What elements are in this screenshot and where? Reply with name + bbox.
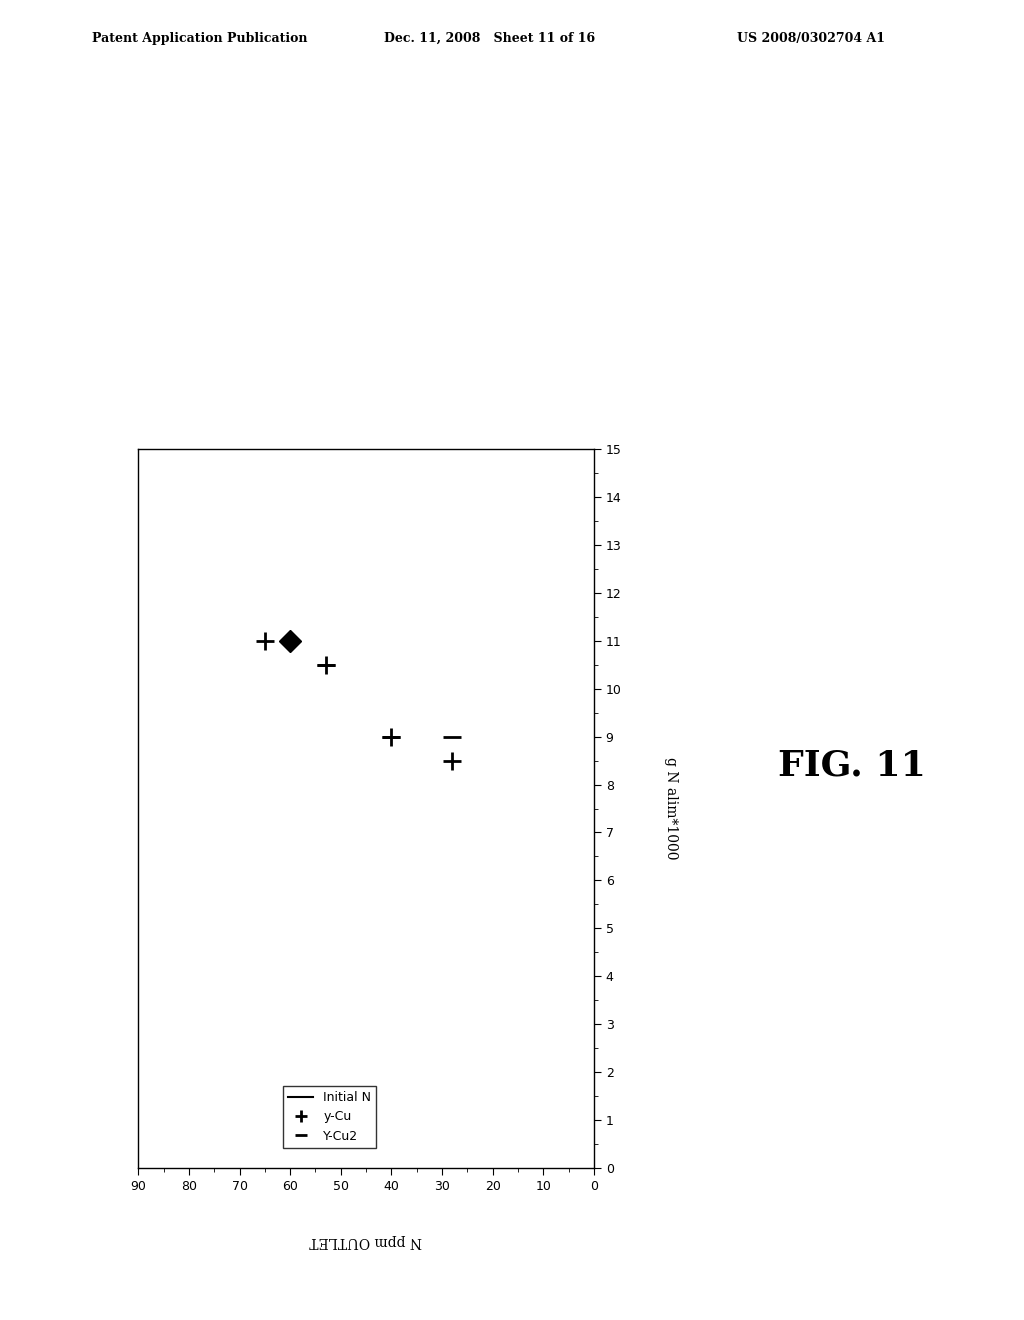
- Text: g N alim*1000: g N alim*1000: [664, 758, 678, 859]
- Text: N ppm OUTLET: N ppm OUTLET: [309, 1234, 423, 1247]
- Text: FIG. 11: FIG. 11: [778, 748, 926, 783]
- Text: Dec. 11, 2008   Sheet 11 of 16: Dec. 11, 2008 Sheet 11 of 16: [384, 32, 595, 45]
- Text: Patent Application Publication: Patent Application Publication: [92, 32, 307, 45]
- Text: US 2008/0302704 A1: US 2008/0302704 A1: [737, 32, 886, 45]
- Legend: Initial N, y-Cu, Y-Cu2: Initial N, y-Cu, Y-Cu2: [283, 1086, 376, 1147]
